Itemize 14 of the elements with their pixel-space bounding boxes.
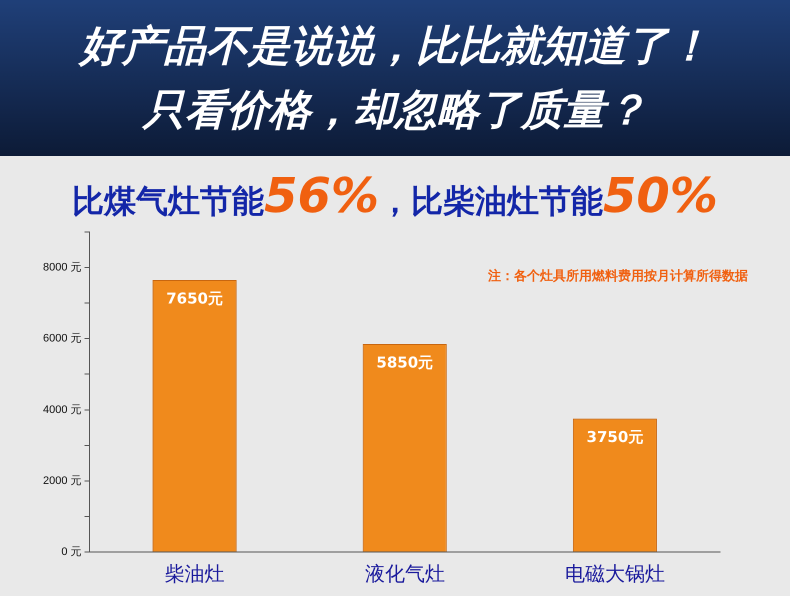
y-tick-label: 8000 元	[42, 262, 82, 274]
chart-subtitle: 比煤气灶节能56%，比柴油灶节能50%	[72, 168, 718, 224]
data-label: 3750元	[586, 428, 644, 446]
data-label: 7650元	[166, 289, 223, 308]
y-tick-label: 2000 元	[42, 474, 82, 487]
chart-title: 好产品不是说说，比比就知道了！只看价格，却忽略了质量？	[77, 20, 711, 136]
x-tick-label: 液化气灶	[364, 564, 445, 586]
x-tick-label: 柴油灶	[164, 564, 225, 586]
data-label: 5850元	[376, 353, 434, 372]
y-tick-label: 6000 元	[42, 332, 82, 345]
y-tick-label: 0 元	[61, 546, 82, 558]
y-tick-label: 4000 元	[42, 404, 82, 416]
annotation: 注：各个灶具所用燃料费用按月计算所得数据	[487, 268, 748, 284]
x-tick-label: 电磁大锅灶	[564, 564, 665, 586]
